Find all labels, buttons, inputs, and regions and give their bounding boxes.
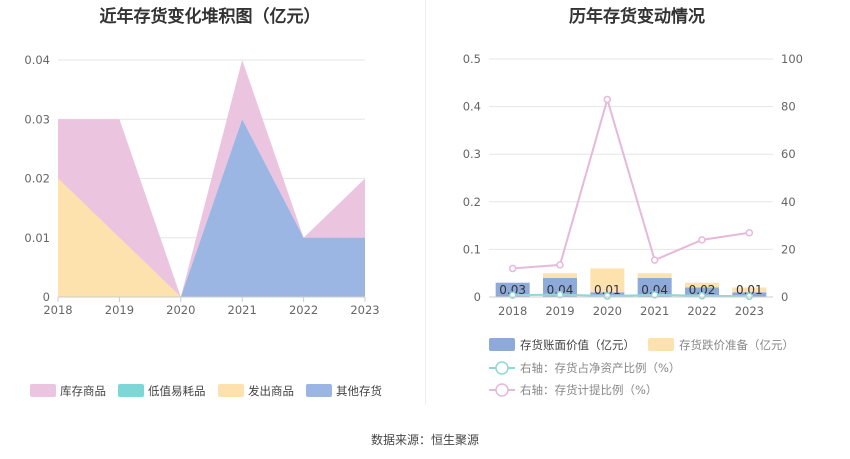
bar-book-value — [637, 277, 672, 297]
legend-swatch-其他存货 — [306, 384, 332, 397]
legend-label-其他存货: 其他存货 — [336, 384, 382, 398]
right-y-tick-label: 0.1 — [463, 242, 481, 256]
bar-impairment — [685, 282, 719, 288]
right-y-tick-label: 0.2 — [463, 195, 481, 209]
left-x-tick-label: 2020 — [166, 303, 195, 317]
bar-data-label: 0.02 — [689, 283, 716, 297]
legend-swatch-发出商品 — [218, 384, 244, 397]
line-右轴：存货计提比例（%） — [512, 95, 750, 270]
right-y2-tick-label: 80 — [781, 100, 796, 114]
point-右轴：存货占净资产比例（%） — [603, 292, 612, 300]
legend-marker-右轴：存货计提比例（%） — [495, 383, 509, 397]
legend-label-存货跌价准备（亿元）: 存货跌价准备（亿元） — [679, 338, 794, 352]
bar-data-label: 0.01 — [736, 283, 763, 297]
point-右轴：存货占净资产比例（%） — [650, 291, 659, 299]
bar-book-value — [543, 277, 577, 297]
bar-data-label: 0.01 — [594, 283, 621, 297]
chart-divider — [425, 0, 426, 405]
right-y2-tick-label: 40 — [781, 195, 796, 209]
data-source: 数据来源：恒生聚源 — [370, 433, 479, 447]
right-y2-tick-label: 20 — [781, 242, 796, 256]
right-chart-title: 历年存货变动情况 — [569, 7, 705, 27]
right-x-tick-label: 2023 — [735, 304, 764, 318]
point-右轴：存货计提比例（%） — [508, 264, 517, 273]
point-右轴：存货占净资产比例（%） — [556, 290, 564, 299]
right-y-tick-label: 0.5 — [463, 52, 481, 66]
right-x-tick-label: 2020 — [593, 304, 622, 318]
right-x-tick-label: 2021 — [640, 304, 669, 318]
left-x-tick-label: 2018 — [43, 303, 72, 317]
legend-marker-右轴：存货占净资产比例（%） — [495, 361, 509, 375]
bar-impairment — [543, 273, 577, 278]
legend-label-右轴：存货占净资产比例（%）: 右轴：存货占净资产比例（%） — [520, 361, 680, 375]
area-库存商品 — [58, 60, 365, 297]
left-y-tick-label: 0.04 — [24, 53, 50, 67]
legend-label-右轴：存货计提比例（%）: 右轴：存货计提比例（%） — [520, 383, 657, 397]
legend-swatch-库存商品 — [30, 384, 56, 397]
legend-label-库存商品: 库存商品 — [60, 384, 106, 398]
bar-data-label: 0.04 — [547, 283, 574, 297]
point-右轴：存货计提比例（%） — [745, 228, 754, 237]
right-y-tick-label: 0.3 — [463, 147, 481, 161]
left-x-tick-label: 2021 — [228, 303, 257, 317]
line-右轴：存货占净资产比例（%） — [512, 293, 750, 298]
left-chart-title: 近年存货变化堆积图（亿元） — [99, 7, 321, 27]
point-右轴：存货占净资产比例（%） — [745, 292, 754, 301]
bar-data-label: 0.04 — [641, 283, 668, 297]
bar-impairment — [732, 287, 767, 293]
area-发出商品 — [58, 178, 365, 297]
legend-swatch-低值易耗品 — [118, 384, 144, 397]
left-y-tick-label: 0.01 — [24, 231, 50, 245]
bar-book-value — [495, 282, 530, 297]
point-右轴：存货占净资产比例（%） — [698, 292, 706, 300]
point-右轴：存货计提比例（%） — [650, 256, 659, 264]
right-y2-tick-label: 100 — [781, 52, 803, 66]
right-y2-tick-label: 0 — [781, 290, 788, 304]
right-x-tick-label: 2019 — [545, 304, 574, 318]
bar-impairment — [637, 273, 672, 278]
right-y2-tick-label: 60 — [781, 147, 796, 161]
right-y-tick-label: 0.4 — [463, 100, 481, 114]
left-x-tick-label: 2022 — [289, 303, 318, 317]
right-x-tick-label: 2018 — [498, 304, 527, 318]
left-y-tick-label: 0.02 — [24, 172, 50, 186]
left-y-tick-label: 0.03 — [24, 112, 50, 126]
legend-swatch-存货跌价准备（亿元） — [648, 338, 674, 351]
point-右轴：存货计提比例（%） — [556, 261, 564, 269]
left-x-tick-label: 2019 — [105, 303, 134, 317]
bar-impairment — [590, 268, 625, 293]
left-y-tick-label: 0 — [43, 290, 50, 304]
legend-label-存货账面价值（亿元）: 存货账面价值（亿元） — [520, 338, 635, 352]
legend-label-发出商品: 发出商品 — [248, 384, 294, 398]
legend-swatch-存货账面价值（亿元） — [489, 338, 515, 351]
bar-data-label: 0.03 — [499, 283, 526, 297]
right-x-tick-label: 2022 — [687, 304, 716, 318]
legend-label-低值易耗品: 低值易耗品 — [148, 384, 206, 398]
point-右轴：存货计提比例（%） — [603, 95, 612, 104]
left-x-tick-label: 2023 — [350, 303, 379, 317]
right-y-tick-label: 0 — [474, 290, 481, 304]
point-右轴：存货计提比例（%） — [698, 236, 706, 244]
